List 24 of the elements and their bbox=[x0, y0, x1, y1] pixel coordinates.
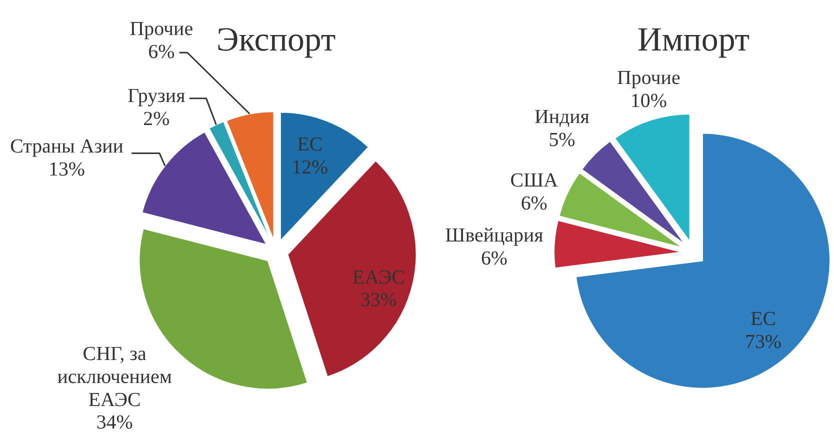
slice-label: Страны Азии bbox=[10, 136, 124, 158]
data-label: 6% bbox=[520, 192, 548, 215]
slice-label: СНГ, за исключением ЕАЭС bbox=[57, 342, 172, 411]
slice-label: ЕС bbox=[297, 134, 323, 156]
data-label: 6% bbox=[480, 247, 508, 270]
slice-label: Грузия bbox=[128, 84, 186, 107]
data-label: 33% bbox=[360, 289, 397, 312]
data-label: 6% bbox=[148, 41, 175, 64]
data-label: 10% bbox=[630, 90, 667, 112]
chart-title: Импорт bbox=[637, 22, 750, 59]
data-label: 73% bbox=[745, 331, 782, 354]
slice-label: ЕС bbox=[750, 308, 776, 330]
data-label: 12% bbox=[292, 156, 328, 179]
data-label: 2% bbox=[143, 108, 170, 130]
data-label: 13% bbox=[48, 158, 86, 181]
slice-label: Прочие bbox=[130, 18, 194, 40]
slice-label: Индия bbox=[534, 106, 590, 128]
slice-label: ЕАЭС bbox=[352, 266, 405, 288]
data-label: 34% bbox=[96, 412, 133, 434]
chart-title: Экспорт bbox=[216, 22, 336, 59]
slice-label: Прочие bbox=[617, 66, 680, 89]
slice-label: Швейцария bbox=[445, 224, 544, 246]
data-label: 5% bbox=[548, 128, 576, 151]
slice-label: США bbox=[510, 170, 559, 192]
